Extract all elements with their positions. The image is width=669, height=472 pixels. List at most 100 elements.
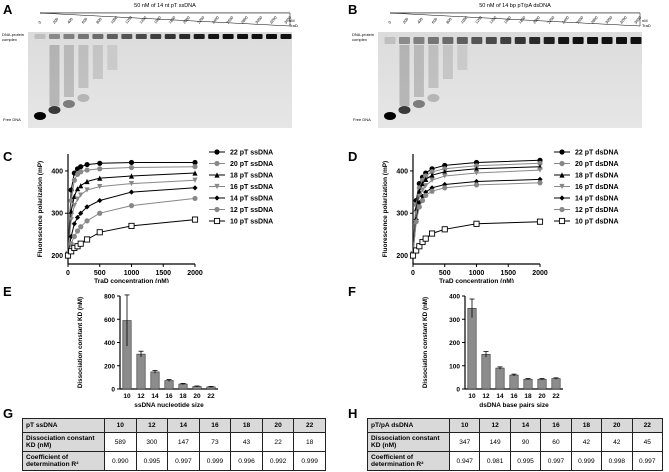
y-tick-label: 200	[51, 253, 63, 260]
y-tick-label: 400	[449, 294, 460, 301]
bar	[136, 353, 146, 390]
series-0	[65, 159, 198, 257]
free-dna-band	[62, 100, 75, 108]
data-point	[428, 230, 436, 237]
complex-band	[63, 34, 75, 39]
table-cell: 0.999	[293, 451, 326, 471]
complex-band	[208, 34, 220, 39]
smear-band	[63, 45, 74, 97]
complex-band	[280, 34, 292, 39]
data-point	[429, 172, 435, 178]
data-point	[419, 187, 426, 193]
free-dna-band	[34, 112, 46, 120]
data-point	[84, 161, 90, 168]
table-cell: 0.995	[509, 451, 542, 471]
lane-label: 3600	[634, 16, 642, 25]
table-row: Coefficient of determination R² 0.947 0.…	[367, 451, 664, 471]
lane-label: 2600	[576, 16, 584, 25]
y-tick-label: 400	[396, 168, 408, 175]
series-6	[409, 218, 544, 259]
table-cell: 45	[631, 432, 664, 452]
table-cell: 0.947	[448, 451, 481, 471]
unit-label: nM	[642, 18, 648, 23]
bar	[509, 374, 519, 390]
y-tick-label: 200	[396, 253, 408, 260]
bar	[150, 371, 160, 390]
x-tick-label: 500	[439, 270, 451, 277]
x-tick-label: 1500	[500, 270, 516, 277]
data-point	[423, 183, 429, 189]
data-point	[68, 197, 74, 204]
x-tick-label: 500	[94, 270, 106, 277]
data-point	[213, 217, 221, 225]
lane-label: 1200	[475, 16, 483, 25]
complex-label: DNA-protein	[352, 32, 374, 37]
lane-label: 2800	[240, 16, 248, 25]
complex-band	[237, 34, 249, 39]
kd-bar-chart-ssdna: 0 200 400 600 800 10 12 14 16 18 20 22 Dissociation …	[77, 294, 218, 409]
complex-band	[572, 37, 584, 44]
data-point	[422, 235, 429, 242]
y-axis-label: Fluorescence polarization (mP)	[37, 161, 44, 257]
table-cell: 0.996	[230, 451, 263, 471]
table-row: Dissociation constant KD (nM) 589 300 14…	[22, 432, 326, 452]
lane-label: 1600	[153, 16, 161, 25]
data-point	[74, 214, 81, 221]
complex-band	[266, 34, 278, 39]
data-point	[559, 160, 565, 167]
data-point	[84, 167, 90, 173]
x-axis-label: ssDNA nucleotide size	[134, 402, 204, 409]
data-point	[429, 169, 435, 175]
table-cell: 0.995	[135, 451, 169, 471]
x-tick-label: 10	[468, 393, 476, 400]
row-label-kd: Dissociation constant KD (nM)	[367, 432, 450, 452]
data-point	[558, 217, 566, 225]
smear-band	[107, 45, 118, 70]
data-point	[442, 185, 448, 191]
table-cell: 43	[230, 432, 263, 452]
data-point	[192, 177, 198, 183]
x-tick-label: 0	[411, 270, 415, 277]
series-2	[65, 170, 198, 257]
table-header-cell: 20	[261, 418, 295, 433]
lane-label: 1000	[460, 16, 468, 25]
free-dna-band	[77, 94, 90, 102]
data-point	[423, 176, 429, 182]
table-cell: 300	[135, 432, 169, 452]
data-point	[128, 203, 135, 209]
row-label-kd: Dissociation constant KD (nM)	[22, 432, 105, 452]
x-axis-label: TraD concentration (nM)	[94, 278, 169, 283]
complex-label-2: complex	[2, 37, 17, 42]
data-point	[192, 185, 198, 191]
bar	[523, 378, 533, 390]
x-tick-label: 16	[165, 393, 173, 400]
y-tick-label: 600	[104, 317, 115, 324]
series-4	[65, 185, 198, 257]
data-point	[68, 233, 74, 240]
data-point	[68, 248, 75, 255]
x-tick-label: 2000	[532, 270, 548, 277]
lane-label: 400	[417, 17, 424, 24]
y-tick-label: 0	[456, 387, 460, 394]
table-header-row: pT/pA dsDNA 10 12 14 16 18 20 22	[367, 418, 664, 433]
y-tick-label: 200	[104, 363, 115, 370]
complex-band	[500, 37, 512, 44]
legend-label: 20 pT dsDNA	[575, 161, 619, 168]
x-axis-label: dsDNA base pairs size	[479, 402, 549, 409]
x-tick-label: 18	[179, 393, 187, 400]
complex-band	[630, 37, 642, 44]
lane-label: 0	[388, 20, 392, 24]
table-header-cell: 20	[601, 418, 633, 433]
table-cell: 147	[167, 432, 200, 452]
legend-label: 12 pT dsDNA	[575, 207, 619, 214]
table-cell: 0.999	[198, 451, 232, 471]
table-header-cell: 18	[230, 418, 263, 433]
legend-label: 12 pT ssDNA	[230, 207, 273, 214]
table-header-cell: 10	[104, 418, 137, 433]
lane-label: 1800	[168, 16, 176, 25]
table-cell: 0.998	[601, 451, 633, 471]
data-point	[78, 210, 84, 216]
free-dna-band	[384, 112, 396, 120]
complex-band	[413, 37, 425, 44]
bar	[537, 378, 547, 390]
